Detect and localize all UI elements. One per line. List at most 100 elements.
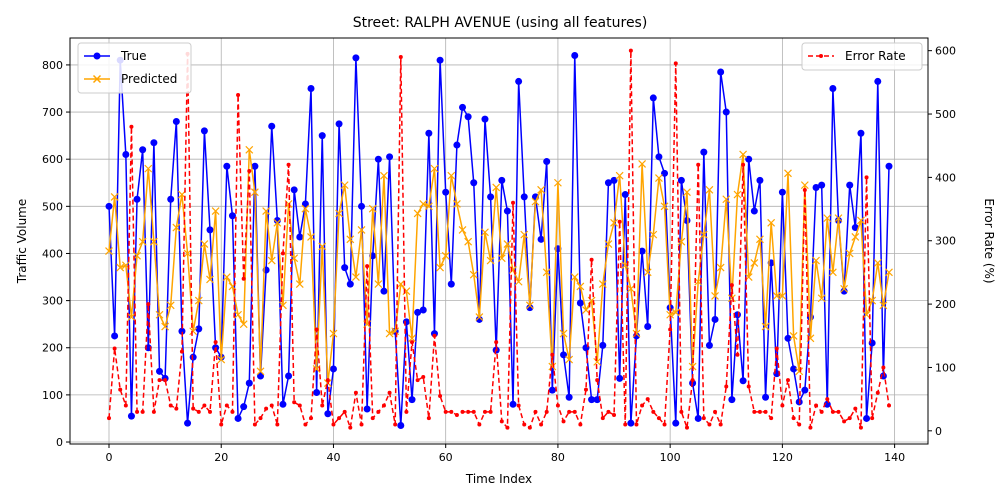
y2-tick-label: 500: [935, 108, 956, 121]
point-true: [829, 84, 837, 92]
point-true: [778, 188, 786, 196]
point-true: [475, 315, 483, 323]
point-true: [874, 77, 882, 85]
point-true: [464, 113, 472, 121]
point-true: [436, 56, 444, 64]
point-predicted: [144, 164, 153, 173]
point-predicted: [649, 230, 658, 239]
point-true: [728, 396, 736, 404]
point-predicted: [638, 159, 647, 168]
point-true: [857, 129, 865, 137]
point-error-rate: [853, 406, 858, 411]
point-predicted: [441, 251, 450, 260]
point-true: [352, 54, 360, 62]
point-error-rate: [718, 422, 723, 427]
point-true: [661, 169, 669, 177]
point-predicted: [245, 145, 254, 154]
y-tick-label: 400: [42, 247, 63, 260]
x-tick-label: 40: [326, 451, 340, 464]
point-error-rate: [494, 340, 499, 345]
point-true: [189, 353, 197, 361]
point-error-rate: [572, 409, 577, 414]
point-predicted: [559, 329, 568, 338]
point-error-rate: [729, 283, 734, 288]
point-true: [386, 153, 394, 161]
point-predicted: [335, 209, 343, 218]
point-true: [402, 318, 410, 326]
point-error-rate: [107, 416, 111, 421]
point-true: [621, 191, 629, 199]
point-error-rate: [168, 403, 173, 408]
point-predicted: [795, 367, 804, 376]
point-error-rate: [410, 340, 415, 345]
point-error-rate: [309, 416, 314, 421]
point-error-rate: [791, 416, 796, 421]
point-error-rate: [527, 425, 532, 430]
point-predicted: [857, 216, 865, 225]
point-true: [273, 216, 281, 224]
point-error-rate: [325, 378, 330, 383]
point-true: [167, 195, 175, 203]
point-predicted: [593, 357, 602, 366]
point-predicted: [767, 218, 776, 227]
point-error-rate: [292, 400, 297, 405]
point-predicted: [127, 313, 136, 322]
point-predicted: [481, 228, 489, 237]
point-error-rate: [208, 409, 213, 414]
point-predicted: [346, 235, 355, 244]
point-predicted: [290, 254, 299, 263]
point-error-rate: [393, 422, 398, 427]
point-error-rate: [589, 257, 594, 262]
point-error-rate: [769, 416, 774, 421]
point-predicted: [553, 178, 562, 187]
point-true: [677, 176, 685, 184]
point-predicted: [267, 256, 276, 265]
point-true: [599, 341, 607, 349]
chart-title: Street: RALPH AVENUE (using all features…: [353, 15, 648, 31]
legend-right-box: [801, 42, 923, 71]
point-true: [251, 162, 259, 170]
point-predicted: [666, 310, 675, 319]
point-true: [649, 94, 657, 102]
point-predicted: [784, 169, 792, 178]
point-error-rate: [679, 409, 684, 414]
y-tick-label: 0: [56, 436, 63, 449]
point-error-rate: [757, 409, 762, 414]
point-error-rate: [219, 422, 224, 427]
point-true: [257, 372, 265, 380]
point-error-rate: [864, 175, 869, 180]
point-true: [683, 216, 691, 224]
point-true: [374, 155, 382, 163]
point-error-rate: [241, 276, 246, 281]
point-error-rate: [836, 409, 841, 414]
point-true: [790, 365, 798, 373]
point-error-rate: [460, 409, 465, 414]
point-error-rate: [555, 403, 560, 408]
point-true: [363, 405, 371, 413]
point-error-rate: [275, 422, 280, 427]
point-predicted: [626, 284, 635, 293]
point-true: [672, 419, 680, 427]
point-true: [408, 396, 416, 404]
point-predicted: [318, 242, 327, 251]
point-true: [285, 372, 293, 380]
point-error-rate: [511, 200, 516, 205]
point-predicted: [598, 280, 607, 289]
point-predicted: [222, 273, 231, 281]
x-tick-label: 100: [660, 451, 681, 464]
point-error-rate: [656, 416, 661, 421]
point-error-rate: [516, 403, 521, 408]
point-predicted: [542, 268, 551, 277]
point-predicted: [436, 263, 445, 272]
y-tick-label: 800: [42, 59, 63, 72]
point-predicted: [632, 329, 641, 338]
point-true: [762, 393, 770, 401]
point-true: [296, 233, 304, 241]
point-error-rate: [449, 409, 454, 414]
y-tick-label: 300: [42, 295, 63, 308]
point-error-rate: [735, 352, 740, 357]
point-true: [520, 193, 528, 201]
point-predicted: [385, 329, 394, 338]
point-predicted: [576, 282, 585, 291]
point-error-rate: [477, 422, 482, 427]
